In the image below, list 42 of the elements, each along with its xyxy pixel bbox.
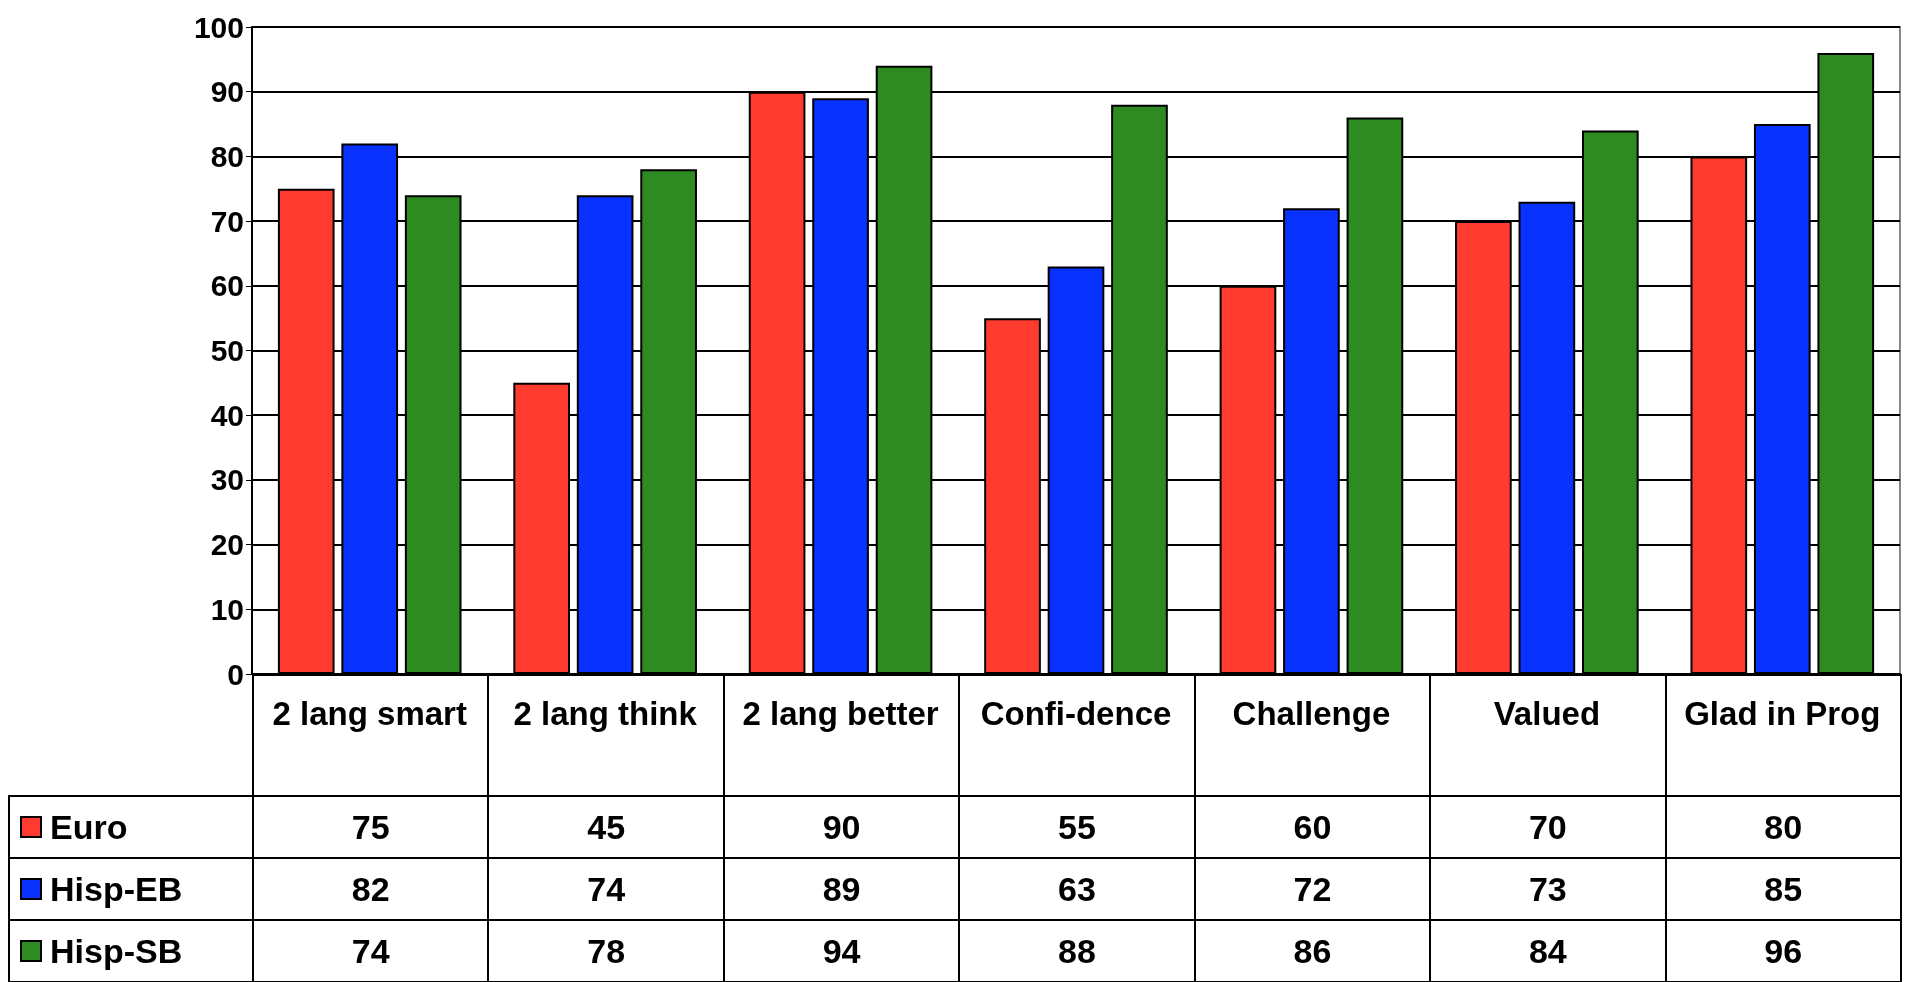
- y-tick-label: 50: [210, 334, 244, 367]
- data-label: 75: [252, 795, 490, 859]
- y-tick-label: 0: [227, 657, 244, 691]
- data-label: 96: [1664, 919, 1902, 982]
- x-tick-label: Glad in Prog: [1684, 694, 1881, 732]
- y-tick-label: 20: [210, 528, 244, 562]
- data-label: 82: [252, 857, 490, 921]
- data-label: 55: [958, 795, 1196, 859]
- data-label: 74: [252, 919, 490, 982]
- legend-label: Hisp-EB: [8, 857, 254, 921]
- y-tick-label: 40: [210, 398, 244, 432]
- legend-label: Euro: [8, 795, 254, 859]
- data-label: 74: [487, 857, 725, 921]
- data-label: 60: [1193, 795, 1432, 859]
- data-label: 89: [722, 857, 961, 921]
- y-tick-label: 60: [210, 269, 244, 303]
- legend-label: Hisp-SB: [8, 919, 254, 982]
- x-tick-label: 2 lang better: [742, 694, 939, 732]
- data-label: 72: [1193, 857, 1432, 921]
- data-label: 45: [487, 795, 725, 859]
- y-tick-label: 100: [193, 10, 244, 44]
- x-tick-label: Confi-dence: [980, 694, 1172, 732]
- data-label: 85: [1664, 857, 1902, 921]
- x-tick-label: 2 lang smart: [272, 694, 467, 732]
- data-label: 86: [1193, 919, 1432, 982]
- data-label: 90: [722, 795, 961, 859]
- data-label: 88: [958, 919, 1196, 982]
- x-tick-label: Challenge: [1232, 694, 1391, 732]
- data-label: 78: [487, 919, 725, 982]
- y-tick-label: 10: [210, 592, 244, 626]
- y-tick-label: 90: [210, 75, 244, 109]
- y-tick-label: 70: [210, 204, 244, 238]
- data-label: 80: [1664, 795, 1902, 859]
- y-tick-label: 80: [210, 139, 244, 173]
- y-tick-label: 30: [210, 463, 244, 497]
- data-label: 94: [722, 919, 961, 982]
- data-label: 70: [1429, 795, 1667, 859]
- x-tick-label: Valued: [1493, 694, 1601, 732]
- x-tick-label: 2 lang think: [513, 694, 698, 732]
- data-label: 73: [1429, 857, 1667, 921]
- data-label: 63: [958, 857, 1196, 921]
- data-label: 84: [1429, 919, 1667, 982]
